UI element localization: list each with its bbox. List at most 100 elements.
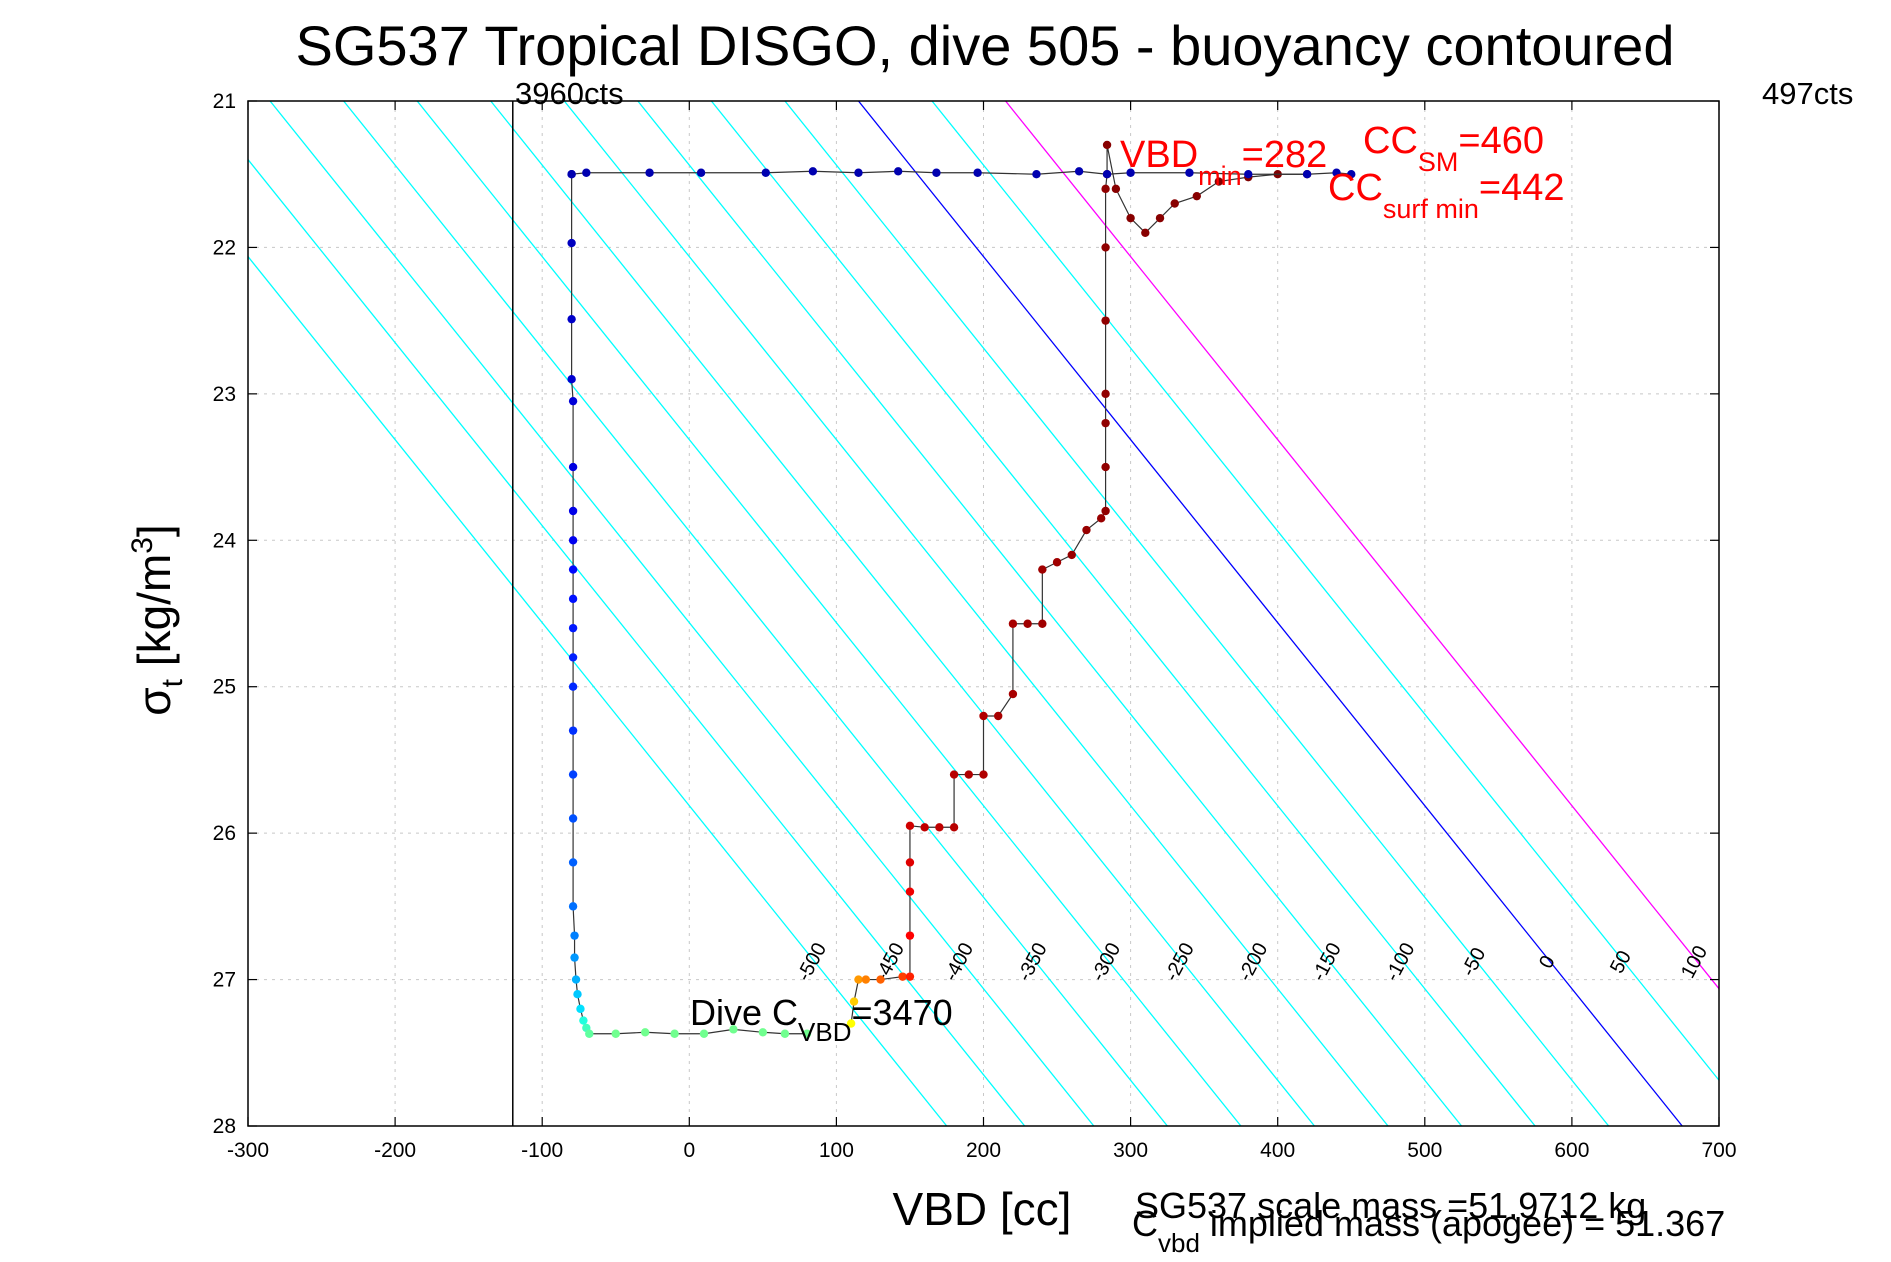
data-point <box>568 396 578 406</box>
data-point <box>568 726 578 735</box>
data-point <box>568 623 578 633</box>
contour-line <box>637 101 1463 1126</box>
grid <box>247 100 1720 1127</box>
corner-left-label: 3960cts <box>515 76 624 111</box>
data-point <box>640 1028 650 1037</box>
data-point <box>1185 168 1194 177</box>
contour-label: -300 <box>1087 939 1125 985</box>
x-tick-label: 300 <box>1113 1139 1148 1162</box>
buoyancy-contours: -500 -450 -400 -350 -300 -250 -200 -150 -100 -50 0… <box>248 101 1719 1126</box>
data-point <box>568 770 578 779</box>
data-point <box>1101 316 1110 325</box>
contour-label: -250 <box>1161 939 1199 985</box>
data-point <box>876 975 885 984</box>
dive-cvbd-main: Dive C <box>690 992 798 1033</box>
data-point <box>568 682 578 691</box>
series-line <box>850 144 1308 1024</box>
data-point <box>1038 565 1047 574</box>
contour-line <box>931 101 1719 1082</box>
y-tick-label: 22 <box>213 236 236 259</box>
data-series <box>567 140 1356 1038</box>
vbd-min-main: VBD <box>1120 134 1198 176</box>
data-point <box>567 314 576 324</box>
data-point <box>1074 167 1084 176</box>
contour-line <box>269 101 1095 1126</box>
data-point <box>573 990 582 999</box>
contour-label: -400 <box>940 939 978 985</box>
cc-sm-sub: SM <box>1418 147 1459 177</box>
data-point <box>935 823 944 832</box>
contour-line <box>416 101 1242 1126</box>
data-point <box>893 167 903 176</box>
data-point <box>1214 177 1224 186</box>
data-point <box>1038 619 1047 628</box>
data-point <box>570 953 579 962</box>
data-point <box>905 972 915 981</box>
data-point <box>1101 462 1110 472</box>
x-tick-label: 0 <box>683 1139 695 1162</box>
y-tick-label: 28 <box>213 1115 236 1138</box>
implied-mass-main: C <box>1132 1203 1158 1244</box>
x-tick-label: 700 <box>1701 1139 1736 1162</box>
x-tick-label: 600 <box>1554 1139 1589 1162</box>
y-tick-label: 25 <box>213 676 236 699</box>
implied-mass-note: Cvbd implied mass (apogee) = 51.367 <box>1132 1203 1725 1258</box>
data-point <box>861 975 871 984</box>
data-point <box>1102 170 1112 179</box>
x-tick-label: 200 <box>966 1139 1001 1162</box>
data-point <box>932 168 941 177</box>
data-point <box>568 814 578 823</box>
contour-label: -500 <box>793 939 831 985</box>
data-point <box>568 506 578 516</box>
data-point <box>699 1029 709 1038</box>
data-point <box>1302 170 1312 179</box>
y-tick-label: 27 <box>213 969 236 992</box>
data-point <box>1067 550 1076 560</box>
data-point <box>576 1004 585 1014</box>
cc-surf-main: CC <box>1328 167 1383 209</box>
data-point <box>1032 170 1041 179</box>
contour-label: -350 <box>1014 939 1052 985</box>
data-point <box>571 975 581 984</box>
contour-line <box>1005 101 1719 990</box>
data-point <box>808 167 818 176</box>
contour-label: 0 <box>1535 952 1560 972</box>
data-point <box>645 168 654 177</box>
y-axis-label-end: ] <box>128 524 180 537</box>
x-tick-label: -200 <box>374 1139 416 1162</box>
data-point <box>567 170 576 179</box>
y-axis-label-symbol: σ <box>128 687 180 715</box>
data-point <box>696 168 706 177</box>
corner-right-label: 497cts <box>1762 76 1853 111</box>
implied-mass-rest: implied mass (apogee) = 51.367 <box>1200 1203 1725 1244</box>
axis-ticks: -300 -200 -100 0 100 200 300 400 500 600 700212223… <box>213 90 1737 1162</box>
data-point <box>582 168 591 177</box>
data-point <box>854 975 863 984</box>
contour-label: 50 <box>1606 947 1636 977</box>
contour-line <box>248 255 948 1126</box>
x-tick-label: -100 <box>521 1139 563 1162</box>
data-point <box>973 168 982 177</box>
y-tick-label: 21 <box>213 90 236 113</box>
contour-line <box>563 101 1389 1126</box>
data-point <box>567 238 576 248</box>
data-point <box>1023 619 1032 628</box>
scale-mass-note: SG537 scale mass =51.9712 kg <box>1135 1185 1646 1226</box>
data-point <box>568 536 578 545</box>
data-point <box>568 858 578 867</box>
data-point <box>964 770 973 779</box>
contour-label: -200 <box>1234 939 1272 985</box>
data-point <box>761 168 770 177</box>
data-point <box>579 1016 588 1025</box>
cc-surf-sub: surf min <box>1383 194 1479 224</box>
x-tick-label: 100 <box>819 1139 854 1162</box>
contour-label: -50 <box>1457 944 1490 980</box>
data-point <box>567 375 576 384</box>
data-point <box>979 770 988 779</box>
dive-cvbd-value: =3470 <box>852 992 953 1033</box>
dive-cvbd-annotation: Dive CVBD=3470 <box>690 992 953 1047</box>
vbd-min-sub: min <box>1198 161 1242 191</box>
y-tick-label: 23 <box>213 383 236 406</box>
y-tick-label: 24 <box>213 529 237 552</box>
